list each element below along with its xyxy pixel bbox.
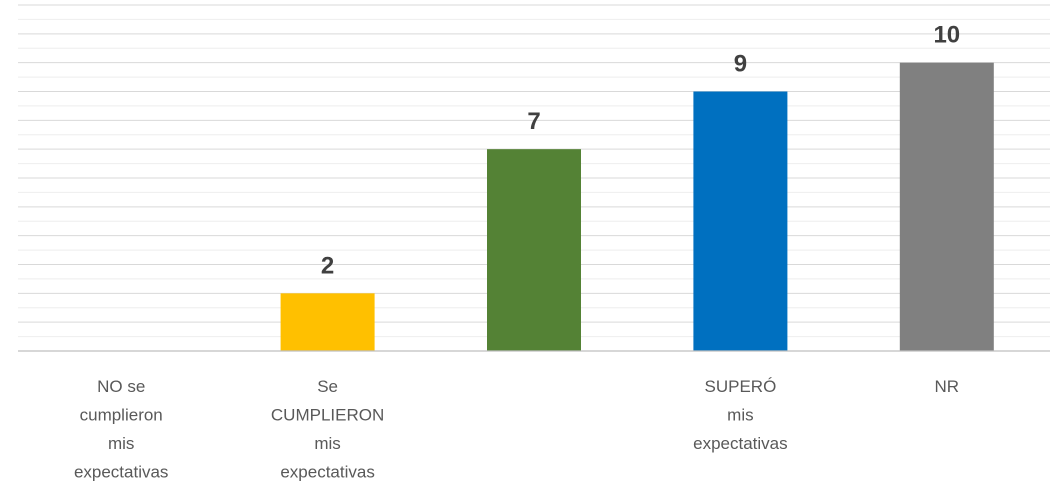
data-label-3: 9	[734, 51, 747, 78]
bar-4	[899, 62, 994, 352]
category-label-line: mis	[727, 406, 753, 425]
bar-1	[280, 293, 375, 351]
bar-3	[693, 91, 788, 351]
category-label-line: expectativas	[280, 463, 375, 482]
data-labels: 2 7 9 10	[321, 22, 960, 280]
category-label-line: mis	[314, 434, 340, 453]
category-label-3: SUPERÓ mis expectativas	[693, 377, 788, 453]
category-label-1: Se CUMPLIERON mis expectativas	[271, 377, 384, 482]
category-label-line: Se	[317, 377, 338, 396]
category-label-line: SUPERÓ	[705, 377, 777, 396]
category-label-line: cumplieron	[80, 406, 163, 425]
data-label-1: 2	[321, 252, 334, 279]
data-label-2: 7	[527, 108, 540, 135]
category-label-line: NO se	[97, 377, 145, 396]
category-label-line: mis	[108, 434, 134, 453]
bar-2	[487, 149, 581, 351]
data-label-4: 10	[933, 22, 960, 49]
category-label-line: CUMPLIERON	[271, 406, 384, 425]
category-labels: NO se cumplieron mis expectativas Se CUMPLIER…	[74, 377, 960, 482]
bars	[280, 62, 994, 352]
category-label-line: expectativas	[693, 434, 788, 453]
category-label-0: NO se cumplieron mis expectativas	[74, 377, 169, 482]
category-label-4: NR	[935, 377, 960, 396]
category-label-line: expectativas	[74, 463, 169, 482]
category-label-line: NR	[935, 377, 960, 396]
